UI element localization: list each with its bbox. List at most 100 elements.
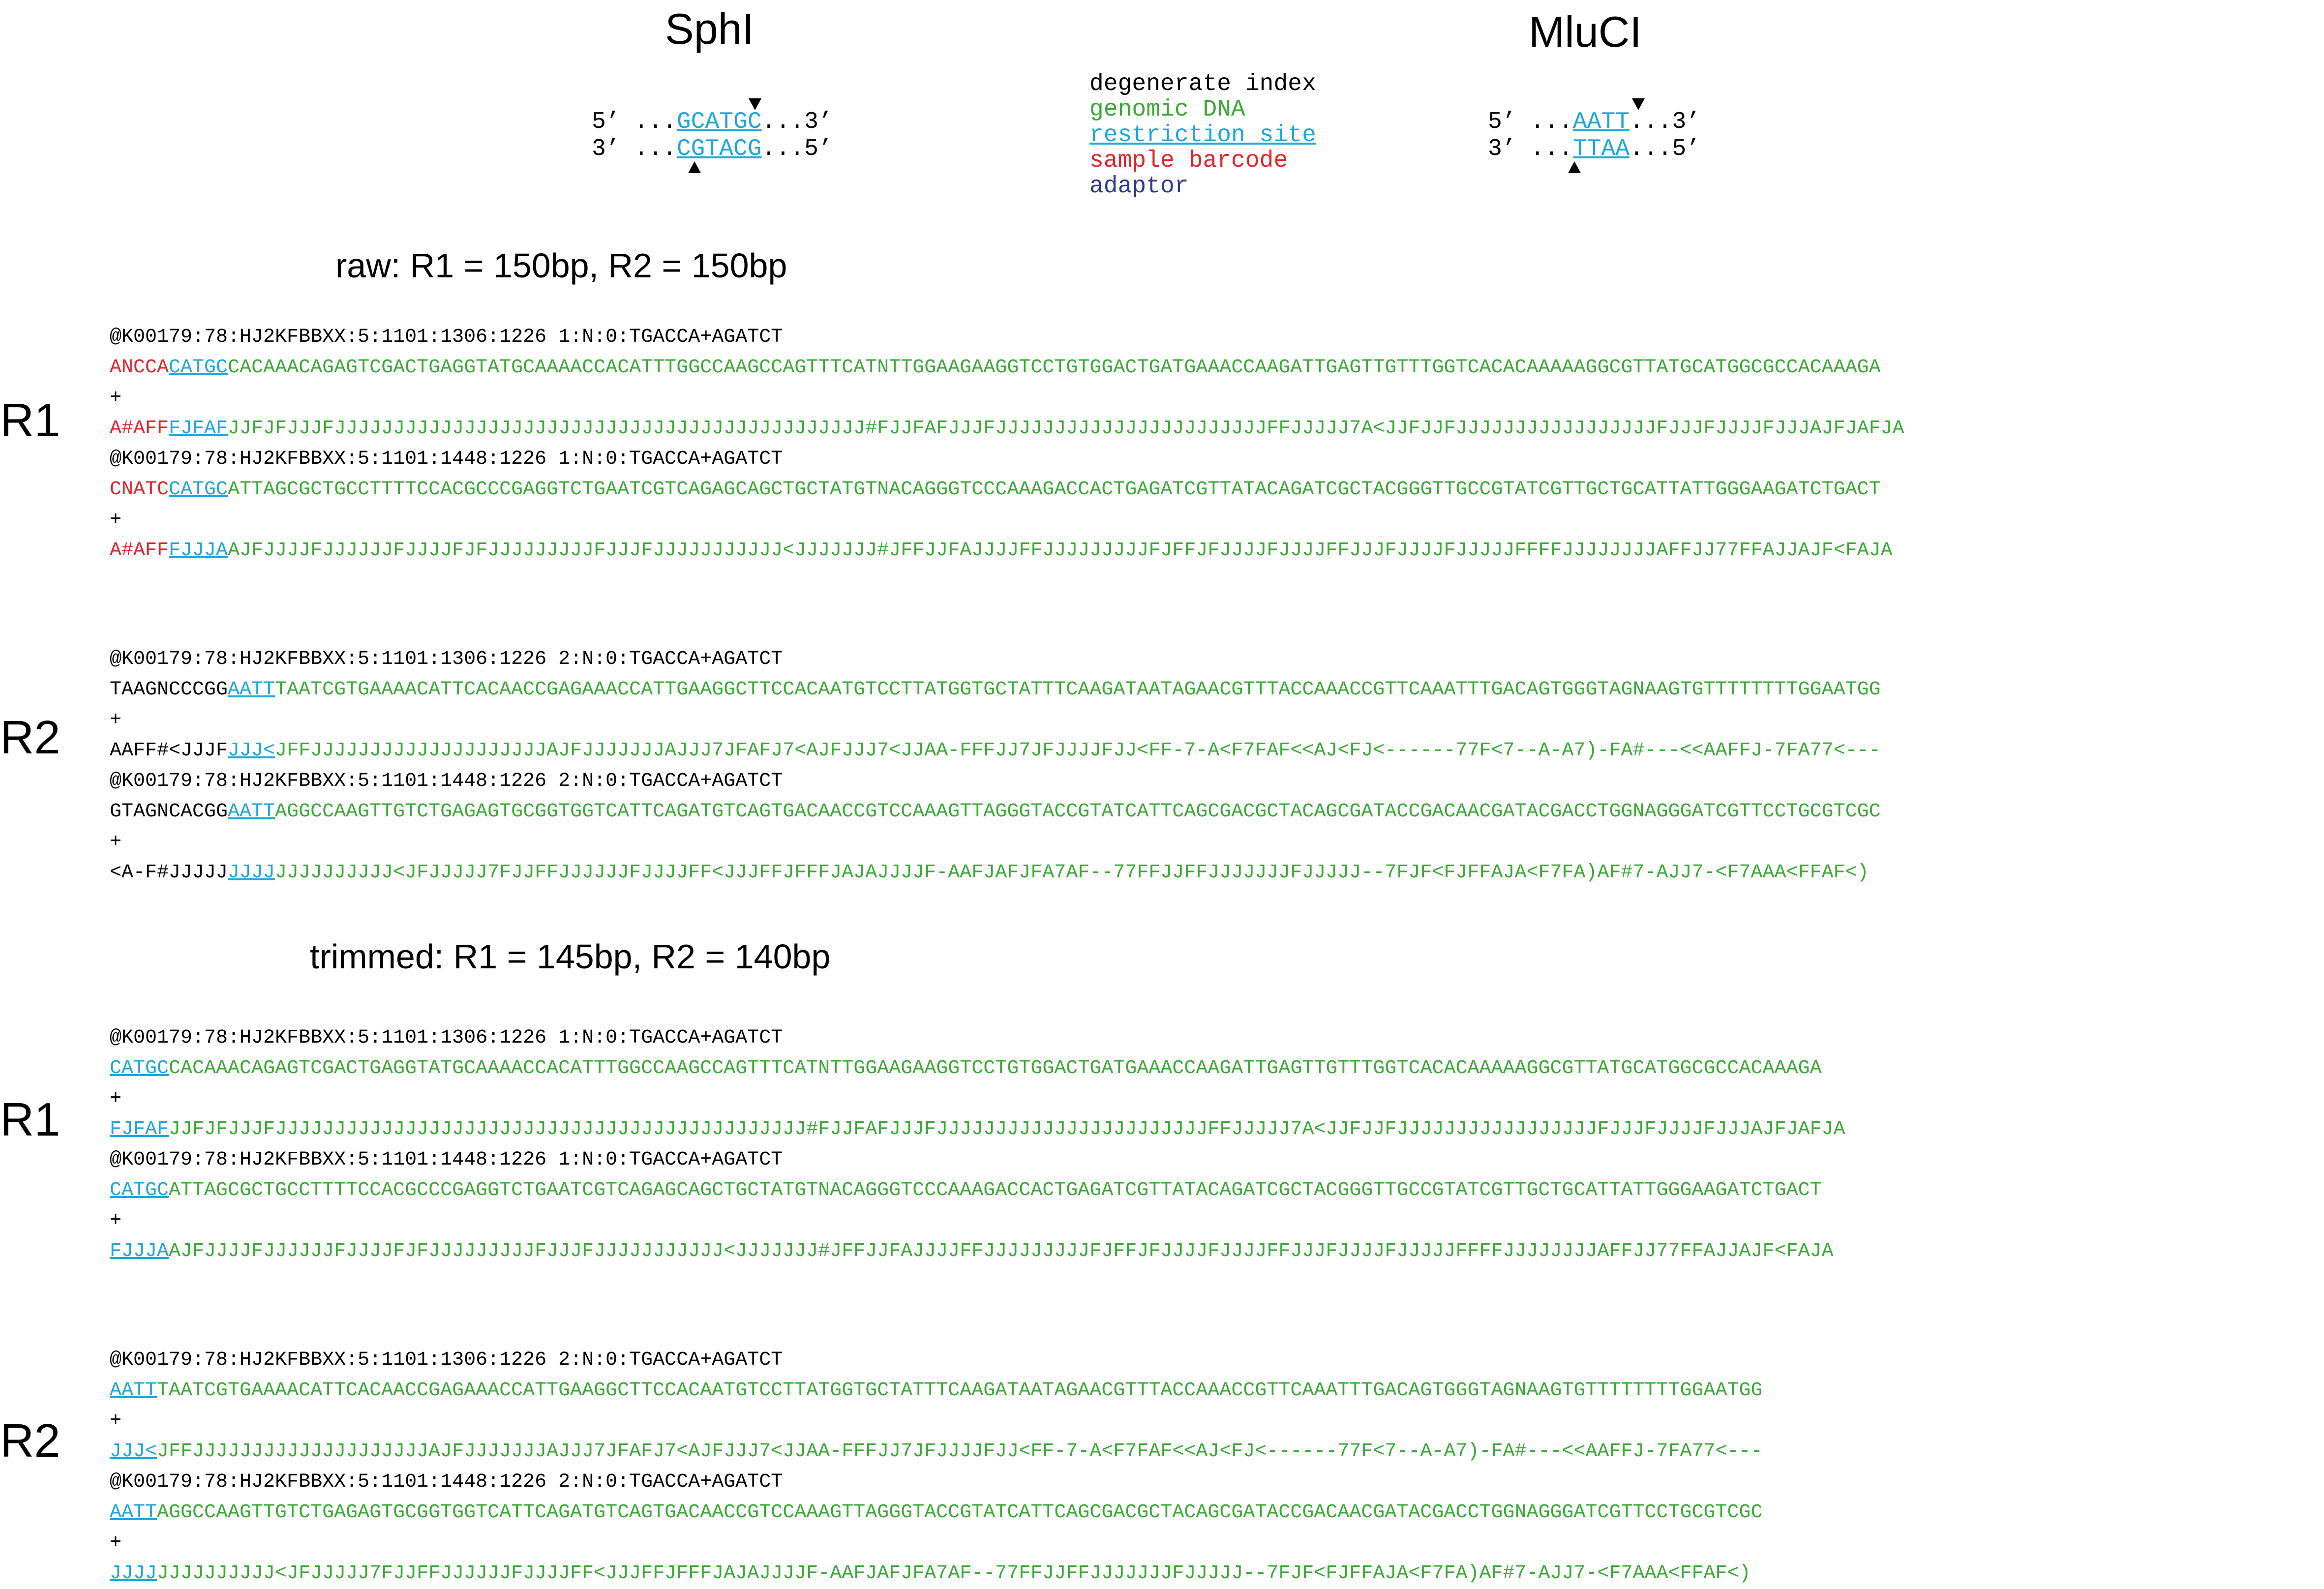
raw-r1-reads: @K00179:78:HJ2KFBBXX:5:1101:1306:1226 1:… xyxy=(110,322,2284,568)
degenerate-index: AAFF#<JJJF xyxy=(110,740,228,762)
trimmed-r2-label: R2 xyxy=(0,1414,60,1467)
restriction-site: FJJJA xyxy=(169,540,228,562)
read-header: @K00179:78:HJ2KFBBXX:5:1101:1448:1226 2:… xyxy=(110,770,783,792)
genomic-quality: JJFJFJJJFJJJJJJJJJJJJJJJJJJJJJJJJJJJJJJJ… xyxy=(228,418,1904,440)
restriction-site: CATGC xyxy=(169,479,228,501)
trimmed-r1-reads: @K00179:78:HJ2KFBBXX:5:1101:1306:1226 1:… xyxy=(110,1023,2284,1269)
sample-barcode: A#AFF xyxy=(110,418,169,440)
quality-string: <A-F#JJJJJJJJJJJJJJJJJJJ<JFJJJJJ7FJJFFJJ… xyxy=(110,858,1869,888)
plus-separator: + xyxy=(110,709,122,731)
mluci-bottom-strand: 3’ ...TTAA...5’ xyxy=(1488,136,1700,162)
cut-marker-top-mluci xyxy=(1632,98,1645,110)
strand-suffix: ...5’ xyxy=(1630,136,1701,162)
cut-marker-top-sphi xyxy=(749,98,761,110)
genomic-quality: JFFJJJJJJJJJJJJJJJJJJJJAJFJJJJJJJAJJJ7JF… xyxy=(157,1440,1763,1463)
quality-string: JJJJJJJJJJJJJJ<JFJJJJJ7FJJFFJJJJJJFJJJJF… xyxy=(110,1559,1751,1589)
legend-sample-barcode: sample barcode xyxy=(1089,148,1288,174)
sample-barcode: CNATC xyxy=(110,479,169,501)
restriction-site: GCATGC xyxy=(676,109,762,135)
read-header: @K00179:78:HJ2KFBBXX:5:1101:1306:1226 1:… xyxy=(110,1027,783,1049)
restriction-site: TTAA xyxy=(1572,136,1630,162)
restriction-site: JJJ< xyxy=(228,740,275,762)
plus-separator: + xyxy=(110,1210,122,1232)
degenerate-index: TAAGNCCCGG xyxy=(110,679,228,701)
quality-string: A#AFFFJFAFJJFJFJJJFJJJJJJJJJJJJJJJJJJJJJ… xyxy=(110,414,1904,444)
genomic-sequence: TAATCGTGAAAACATTCACAACCGAGAAACCATTGAAGGC… xyxy=(275,679,1881,701)
strand-suffix: ...3’ xyxy=(761,109,833,135)
restriction-site: CGTACG xyxy=(676,136,762,162)
legend-adaptor: adaptor xyxy=(1089,173,1189,200)
degenerate-index: GTAGNCACGG xyxy=(110,801,228,823)
strand-prefix: 5’ ... xyxy=(592,109,677,135)
raw-heading: raw: R1 = 150bp, R2 = 150bp xyxy=(335,246,787,285)
restriction-site: AATT xyxy=(110,1379,157,1402)
plus-separator: + xyxy=(110,1410,122,1432)
restriction-site: AATT xyxy=(110,1501,157,1524)
plus-separator: + xyxy=(110,387,122,409)
quality-string: FJJJAAJFJJJJFJJJJJJFJJJJFJFJJJJJJJJJFJJJ… xyxy=(110,1236,1834,1267)
trimmed-r1-label: R1 xyxy=(0,1093,60,1146)
raw-r2-label: R2 xyxy=(0,711,60,764)
read-sequence: AATTTAATCGTGAAAACATTCACAACCGAGAAACCATTGA… xyxy=(110,1376,1763,1406)
cut-marker-bottom-mluci xyxy=(1568,161,1581,173)
genomic-sequence: AGGCCAAGTTGTCTGAGAGTGCGGTGGTCATTCAGATGTC… xyxy=(157,1501,1763,1524)
read-header: @K00179:78:HJ2KFBBXX:5:1101:1306:1226 1:… xyxy=(110,326,783,348)
restriction-site: CATGC xyxy=(169,357,228,379)
restriction-site: AATT xyxy=(228,679,275,701)
plus-separator: + xyxy=(110,1088,122,1110)
genomic-sequence: AGGCCAAGTTGTCTGAGAGTGCGGTGGTCATTCAGATGTC… xyxy=(275,801,1881,823)
genomic-sequence: CACAAACAGAGTCGACTGAGGTATGCAAAACCACATTTGG… xyxy=(228,357,1881,379)
read-sequence: ANCCACATGCCACAAACAGAGTCGACTGAGGTATGCAAAA… xyxy=(110,353,1881,383)
legend: degenerate index genomic DNA restriction… xyxy=(1089,71,1316,199)
quality-string: JJJ<JFFJJJJJJJJJJJJJJJJJJJJAJFJJJJJJJAJJ… xyxy=(110,1437,1763,1467)
legend-degenerate-index: degenerate index xyxy=(1089,71,1316,97)
strand-suffix: ...3’ xyxy=(1630,109,1701,135)
restriction-site: JJJJ xyxy=(110,1562,157,1585)
sample-barcode: A#AFF xyxy=(110,540,169,562)
plus-separator: + xyxy=(110,1532,122,1554)
strand-prefix: 3’ ... xyxy=(1488,136,1573,162)
genomic-sequence: ATTAGCGCTGCCTTTTCCACGCCCGAGGTCTGAATCGTCA… xyxy=(228,479,1881,501)
restriction-site: JJJJ xyxy=(228,862,275,884)
quality-string: AAFF#<JJJFJJJ<JFFJJJJJJJJJJJJJJJJJJJJAJF… xyxy=(110,736,1881,766)
strand-prefix: 3’ ... xyxy=(592,136,677,162)
restriction-site: CATGC xyxy=(110,1057,169,1079)
quality-string: A#AFFFJJJAAJFJJJJFJJJJJJFJJJJFJFJJJJJJJJ… xyxy=(110,536,1893,566)
read-header: @K00179:78:HJ2KFBBXX:5:1101:1448:1226 2:… xyxy=(110,1471,783,1493)
legend-restriction-site: restriction site xyxy=(1089,122,1316,149)
restriction-site: AATT xyxy=(228,801,275,823)
genomic-sequence: CACAAACAGAGTCGACTGAGGTATGCAAAACCACATTTGG… xyxy=(169,1057,1822,1079)
plus-separator: + xyxy=(110,509,122,531)
restriction-site: CATGC xyxy=(110,1179,169,1201)
restriction-site: FJFAF xyxy=(110,1118,169,1140)
degenerate-index: <A-F#JJJJJ xyxy=(110,862,228,884)
cut-marker-bottom-sphi xyxy=(688,161,701,173)
restriction-site: FJFAF xyxy=(169,418,228,440)
read-header: @K00179:78:HJ2KFBBXX:5:1101:1448:1226 1:… xyxy=(110,1149,783,1171)
read-sequence: CNATCCATGCATTAGCGCTGCCTTTTCCACGCCCGAGGTC… xyxy=(110,475,1881,505)
quality-string: FJFAFJJFJFJJJFJJJJJJJJJJJJJJJJJJJJJJJJJJ… xyxy=(110,1114,1845,1145)
sphi-bottom-strand: 3’ ...CGTACG...5’ xyxy=(592,136,833,162)
read-sequence: AATTAGGCCAAGTTGTCTGAGAGTGCGGTGGTCATTCAGA… xyxy=(110,1498,1763,1528)
read-header: @K00179:78:HJ2KFBBXX:5:1101:1306:1226 2:… xyxy=(110,648,783,670)
trimmed-r2-reads: @K00179:78:HJ2KFBBXX:5:1101:1306:1226 2:… xyxy=(110,1345,2284,1586)
read-sequence: GTAGNCACGGAATTAGGCCAAGTTGTCTGAGAGTGCGGTG… xyxy=(110,797,1881,827)
read-sequence: CATGCCACAAACAGAGTCGACTGAGGTATGCAAAACCACA… xyxy=(110,1053,1822,1084)
genomic-sequence: ATTAGCGCTGCCTTTTCCACGCCCGAGGTCTGAATCGTCA… xyxy=(169,1179,1822,1201)
restriction-site: JJJ< xyxy=(110,1440,157,1463)
read-sequence: CATGCATTAGCGCTGCCTTTTCCACGCCCGAGGTCTGAAT… xyxy=(110,1175,1822,1206)
restriction-site: AATT xyxy=(1572,109,1630,135)
genomic-quality: AJFJJJJFJJJJJJFJJJJFJFJJJJJJJJJFJJJFJJJJ… xyxy=(169,1240,1834,1262)
read-sequence: TAAGNCCCGGAATTTAATCGTGAAAACATTCACAACCGAG… xyxy=(110,675,1881,705)
strand-suffix: ...5’ xyxy=(761,136,833,162)
genomic-quality: JJJJJJJJJJ<JFJJJJJ7FJJFFJJJJJJFJJJJFF<JJ… xyxy=(157,1562,1751,1585)
genomic-quality: AJFJJJJFJJJJJJFJJJJFJFJJJJJJJJJFJJJFJJJJ… xyxy=(228,540,1893,562)
legend-genomic-dna: genomic DNA xyxy=(1089,96,1245,123)
read-header: @K00179:78:HJ2KFBBXX:5:1101:1448:1226 1:… xyxy=(110,448,783,470)
trimmed-heading: trimmed: R1 = 145bp, R2 = 140bp xyxy=(310,937,831,976)
sphi-top-strand: 5’ ...GCATGC...3’ xyxy=(592,109,833,135)
raw-r1-label: R1 xyxy=(0,394,60,447)
strand-prefix: 5’ ... xyxy=(1488,109,1573,135)
genomic-quality: JFFJJJJJJJJJJJJJJJJJJJJAJFJJJJJJJAJJJ7JF… xyxy=(275,740,1881,762)
enzyme-title-sphi: SphI xyxy=(665,4,755,53)
